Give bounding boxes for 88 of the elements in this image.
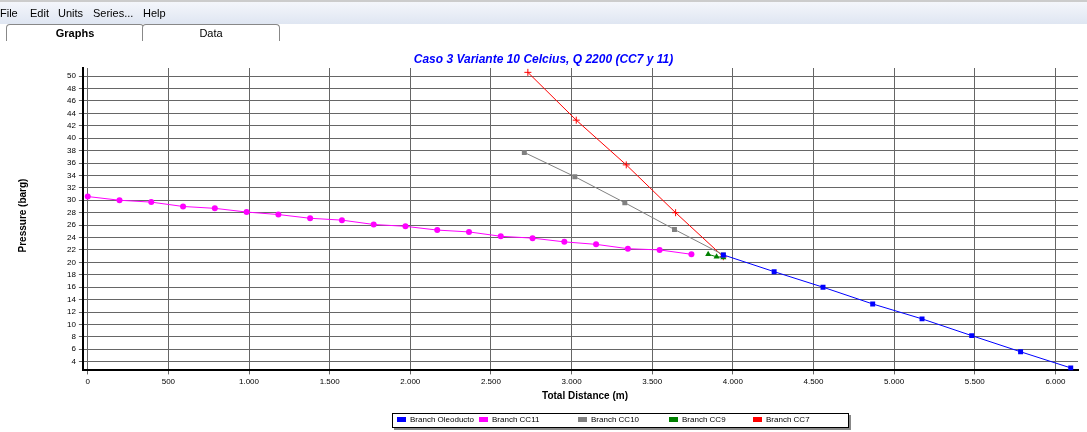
- y-tick-label: 42: [66, 120, 77, 130]
- y-tick-label: 48: [66, 83, 77, 93]
- point: [84, 193, 91, 200]
- point: [624, 245, 631, 252]
- text: Graphs: [6, 24, 144, 41]
- y-tick-label: 38: [66, 145, 77, 155]
- point: [771, 269, 777, 275]
- point: [572, 174, 578, 180]
- point: [180, 203, 187, 210]
- point: [338, 217, 345, 224]
- point: [671, 208, 680, 217]
- point: [307, 215, 314, 222]
- y-tick-label: 34: [66, 170, 77, 180]
- x-tick-label: 1.000: [239, 377, 260, 387]
- y-tick-label: 4: [71, 356, 77, 366]
- y-tick-label: 26: [66, 220, 77, 230]
- y-tick-label: 40: [66, 133, 77, 143]
- point: [521, 149, 527, 155]
- point: [688, 251, 695, 258]
- point: [243, 209, 250, 216]
- point: [672, 226, 677, 232]
- y-tick-label: 30: [66, 195, 77, 205]
- text: Units: [58, 7, 84, 19]
- point: [211, 205, 218, 212]
- text: Edit: [30, 7, 49, 19]
- x-tick-label: 500: [161, 377, 176, 387]
- point: [370, 221, 377, 228]
- point: [593, 241, 600, 248]
- point: [622, 200, 628, 206]
- point: [870, 301, 876, 307]
- y-tick-label: 10: [66, 319, 77, 329]
- y-tick-label: 6: [71, 344, 77, 354]
- point: [572, 116, 581, 125]
- text: Data: [142, 24, 280, 41]
- point: [969, 333, 975, 339]
- legend-label: Branch CC9: [681, 415, 726, 424]
- point: [919, 316, 925, 322]
- point: [116, 197, 123, 204]
- x-tick-label: 4.000: [722, 377, 744, 387]
- y-tick-label: 46: [66, 96, 77, 106]
- point: [622, 160, 631, 169]
- y-tick-label: 50: [66, 71, 77, 81]
- point: [402, 223, 409, 230]
- y-tick-label: 16: [66, 282, 77, 292]
- y-tick-label: 14: [66, 294, 77, 304]
- chart-title: Caso 3 Variante 10 Celcius, Q 2200 (CC7 y 11): [412, 52, 675, 66]
- y-tick-label: 20: [66, 257, 77, 267]
- x-tick-label: 6.000: [1045, 377, 1066, 387]
- point: [497, 233, 504, 240]
- point: [1068, 365, 1074, 371]
- x-tick-label: 0: [85, 377, 91, 387]
- x-tick-label: 3.000: [561, 377, 583, 387]
- text: Help: [143, 7, 166, 19]
- text: File: [0, 7, 18, 19]
- point: [561, 238, 568, 245]
- x-tick-label: 2.000: [400, 377, 421, 387]
- y-axis-title: Pressure (barg): [17, 178, 29, 253]
- x-tick-label: 5.000: [884, 377, 905, 387]
- x-tick-label: 1.500: [319, 377, 341, 387]
- legend-label: Branch Oleoducto: [409, 415, 475, 424]
- legend-label: Branch CC7: [765, 415, 810, 424]
- y-tick-label: 36: [66, 158, 77, 168]
- legend-label: Branch CC11: [491, 415, 540, 424]
- x-tick-label: 5.500: [964, 377, 986, 387]
- y-tick-label: 44: [66, 108, 77, 118]
- legend-label: Branch CC10: [590, 415, 640, 424]
- point: [705, 250, 712, 257]
- point: [466, 228, 472, 235]
- point: [1018, 349, 1024, 355]
- x-tick-label: 4.500: [803, 377, 825, 387]
- point: [713, 253, 720, 259]
- y-tick-label: 28: [66, 207, 77, 217]
- point: [148, 199, 155, 206]
- x-axis-title: Total Distance (m): [541, 390, 629, 401]
- text: Series...: [93, 7, 134, 19]
- y-tick-label: 8: [71, 332, 77, 342]
- y-tick-label: 24: [66, 232, 77, 242]
- y-tick-label: 22: [66, 245, 77, 255]
- point: [656, 246, 663, 253]
- x-tick-label: 3.500: [642, 377, 663, 387]
- point: [275, 211, 282, 218]
- x-tick-label: 2.500: [480, 377, 502, 387]
- y-tick-label: 18: [66, 269, 77, 279]
- y-tick-label: 32: [66, 183, 77, 193]
- point: [523, 68, 532, 77]
- point: [529, 235, 536, 242]
- y-tick-label: 12: [66, 307, 77, 317]
- point: [434, 227, 441, 234]
